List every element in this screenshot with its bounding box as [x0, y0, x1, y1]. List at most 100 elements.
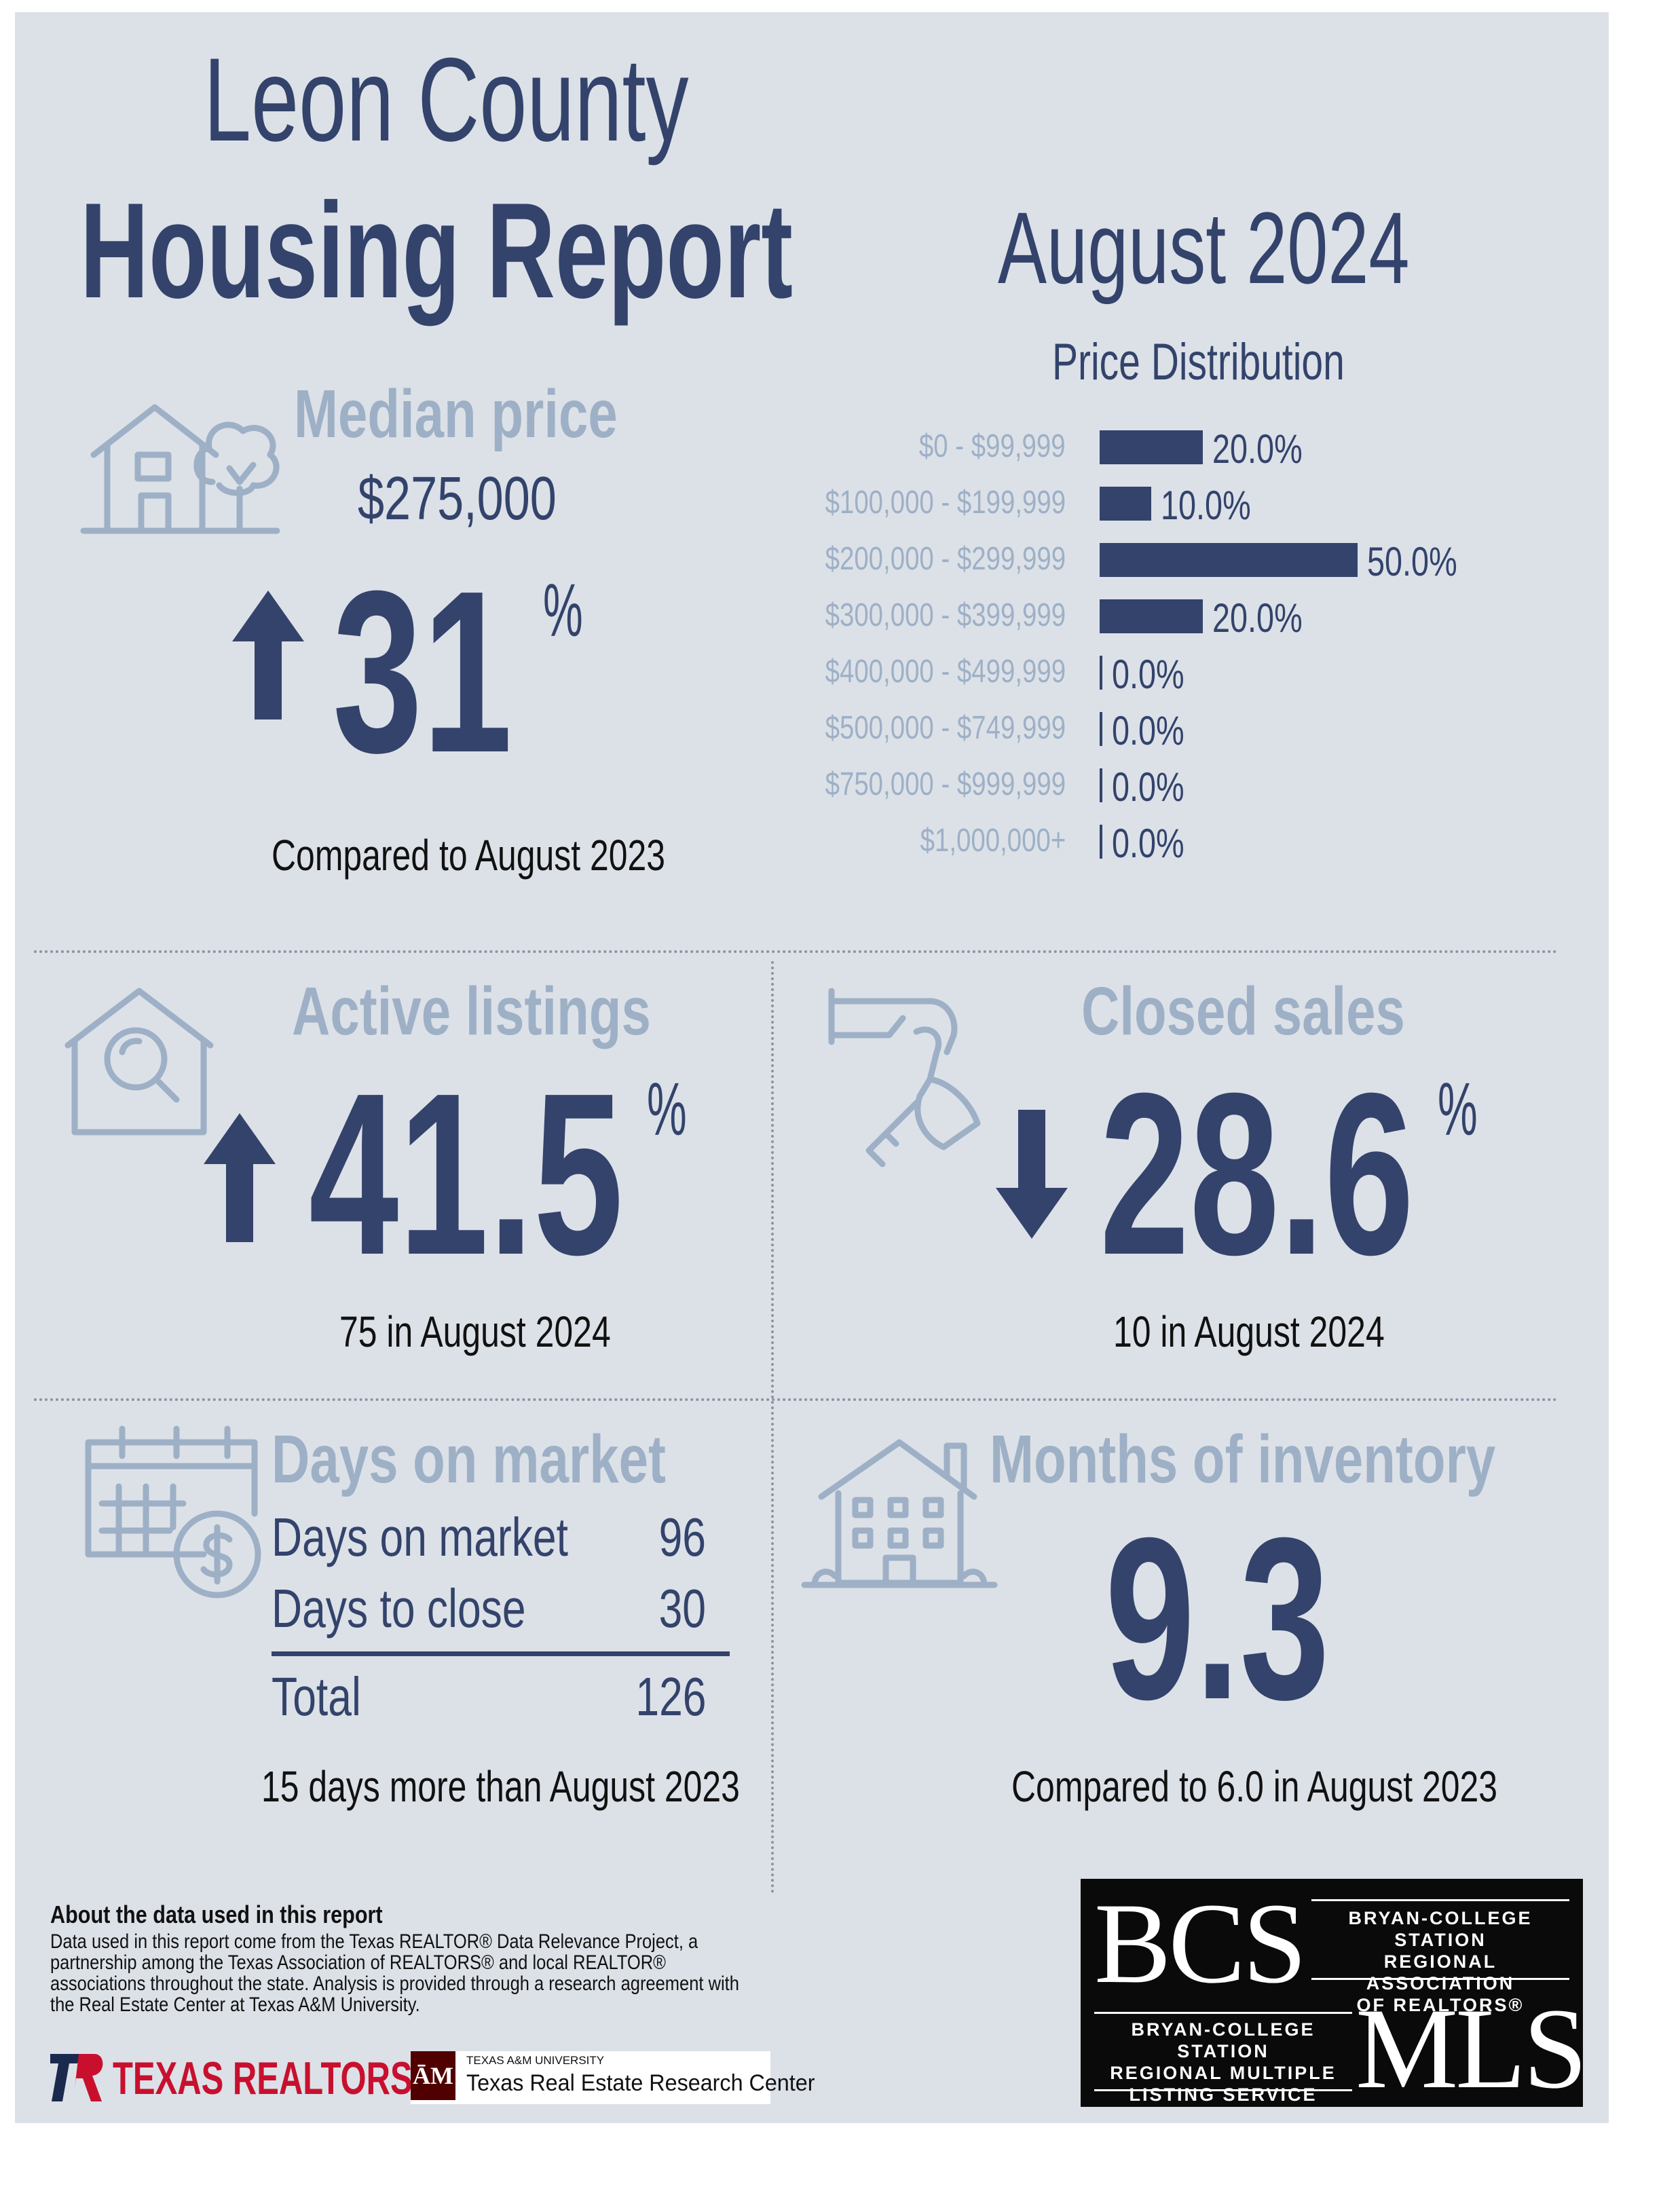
report-month: August 2024 [998, 191, 1410, 305]
price-distribution-value: 0.0% [1112, 708, 1184, 753]
active-listings-caption: 75 in August 2024 [339, 1307, 611, 1356]
price-distribution-row: $300,000 - $399,999 20.0% [787, 595, 1466, 641]
price-distribution-row: $750,000 - $999,999 0.0% [787, 764, 1466, 810]
dom-row-days-to-close: Days to close 30 [272, 1582, 706, 1649]
divider-vertical [771, 961, 774, 1894]
price-range-label: $100,000 - $199,999 [825, 485, 1066, 521]
tamu-center-text: Texas Real Estate Research Center [466, 2070, 815, 2096]
tamu-logo: ĀM TEXAS A&M UNIVERSITY Texas Real Estat… [411, 2051, 815, 2104]
price-range-label: $300,000 - $399,999 [825, 597, 1066, 633]
price-distribution-value: 50.0% [1367, 539, 1457, 584]
days-on-market-caption: 15 days more than August 2023 [261, 1762, 740, 1811]
price-distribution-value: 0.0% [1112, 821, 1184, 866]
price-distribution-bar [1100, 543, 1358, 577]
dom-row-total: Total 126 [272, 1670, 706, 1738]
active-listings-percent: % [647, 1068, 687, 1151]
price-distribution-bar [1100, 768, 1102, 802]
bcs-association-text: BRYAN-COLLEGE STATION REGIONAL ASSOCIATI… [1311, 1907, 1569, 2016]
price-distribution-heading: Price Distribution [1052, 333, 1345, 391]
bcs-rule-bottom [1311, 1978, 1569, 1980]
mls-service-line: LISTING SERVICE [1129, 2084, 1318, 2105]
dom-row-value: 96 [658, 1507, 706, 1567]
mls-rule-bottom [1094, 2089, 1352, 2091]
mls-service-line: REGIONAL MULTIPLE [1110, 2063, 1337, 2083]
closed-sales-change: 28.6 [1100, 1045, 1415, 1303]
calendar-dollar-icon [85, 1425, 261, 1598]
median-price-percent: % [543, 569, 583, 652]
apartment-building-icon [801, 1439, 998, 1588]
price-distribution-value: 0.0% [1112, 652, 1184, 697]
bcs-assoc-line: BRYAN-COLLEGE STATION [1348, 1908, 1533, 1950]
house-tree-icon [80, 404, 280, 534]
dom-row-days-on-market: Days on market 96 [272, 1510, 706, 1578]
price-distribution-row: $500,000 - $749,999 0.0% [787, 708, 1466, 753]
price-range-label: $200,000 - $299,999 [825, 541, 1066, 577]
median-price-value: $275,000 [358, 465, 557, 533]
about-body: Data used in this report come from the T… [50, 1930, 739, 2016]
price-distribution-bar [1100, 712, 1102, 746]
texas-realtors-text: TEXAS REALTORS [113, 2053, 413, 2104]
closed-sales-caption: 10 in August 2024 [1113, 1307, 1385, 1356]
arrow-down-icon [996, 1110, 1068, 1239]
title-report: Housing Report [80, 175, 793, 326]
bcs-assoc-line: REGIONAL ASSOCIATION [1366, 1951, 1515, 1994]
tamu-university-text: TEXAS A&M UNIVERSITY [466, 2054, 605, 2067]
title-county: Leon County [204, 34, 689, 166]
price-distribution-value: 20.0% [1212, 595, 1303, 641]
price-distribution-row: $0 - $99,999 20.0% [787, 426, 1466, 472]
texas-realtors-mark-icon [50, 2054, 103, 2101]
dom-row-label: Days to close [272, 1578, 526, 1639]
price-range-label: $0 - $99,999 [919, 428, 1066, 464]
dom-total-value: 126 [635, 1666, 706, 1727]
price-distribution-value: 20.0% [1212, 426, 1303, 472]
months-inventory-value: 9.3 [1105, 1490, 1330, 1748]
price-distribution-row: $200,000 - $299,999 50.0% [787, 539, 1466, 584]
price-range-label: $400,000 - $499,999 [825, 654, 1066, 690]
hand-key-icon [828, 988, 981, 1167]
divider-top [34, 950, 1558, 953]
days-on-market-heading: Days on market [272, 1421, 666, 1497]
arrow-up-icon [232, 591, 304, 719]
mls-text: MLS [1356, 1985, 1588, 2112]
house-search-icon [64, 988, 214, 1136]
dom-total-label: Total [272, 1666, 361, 1727]
dom-row-value: 30 [658, 1578, 706, 1639]
price-distribution-bar [1100, 430, 1203, 464]
price-distribution-row: $1,000,000+ 0.0% [787, 821, 1466, 866]
price-distribution-row: $100,000 - $199,999 10.0% [787, 483, 1466, 528]
months-inventory-caption: Compared to 6.0 in August 2023 [1011, 1762, 1498, 1811]
active-listings-change: 41.5 [309, 1045, 624, 1303]
median-price-caption: Compared to August 2023 [272, 831, 666, 880]
closed-sales-percent: % [1438, 1068, 1478, 1151]
dom-total-rule [272, 1651, 730, 1656]
dom-row-label: Days on market [272, 1507, 568, 1567]
arrow-up-icon [204, 1113, 276, 1242]
active-listings-heading: Active listings [292, 973, 651, 1049]
mls-rule-top [1094, 2012, 1352, 2014]
bcs-text: BCS [1094, 1879, 1307, 2007]
price-range-label: $750,000 - $999,999 [825, 766, 1066, 802]
months-inventory-heading: Months of inventory [990, 1421, 1496, 1497]
mls-service-text: BRYAN-COLLEGE STATION REGIONAL MULTIPLE … [1094, 2019, 1352, 2106]
bcs-assoc-line: OF REALTORS® [1356, 1995, 1525, 2015]
tamu-mark-icon: ĀM [411, 2051, 455, 2100]
price-distribution-bar [1100, 599, 1203, 633]
median-price-change: 31 [333, 543, 512, 801]
price-distribution-bar [1100, 656, 1102, 690]
price-range-label: $1,000,000+ [920, 823, 1066, 859]
median-price-heading: Median price [294, 376, 618, 452]
price-distribution-value: 0.0% [1112, 764, 1184, 810]
texas-realtors-logo: TEXAS REALTORS [50, 2051, 413, 2106]
bcs-rule-top [1311, 1899, 1569, 1901]
bcs-mls-logo: BCS BRYAN-COLLEGE STATION REGIONAL ASSOC… [1081, 1879, 1588, 2112]
closed-sales-heading: Closed sales [1081, 973, 1405, 1049]
price-distribution-row: $400,000 - $499,999 0.0% [787, 652, 1466, 697]
price-distribution-bar [1100, 825, 1102, 859]
report-panel [15, 12, 1609, 2123]
price-range-label: $500,000 - $749,999 [825, 710, 1066, 746]
about-heading: About the data used in this report [50, 1901, 383, 1928]
price-distribution-value: 10.0% [1161, 483, 1251, 528]
price-distribution-bar [1100, 487, 1151, 521]
divider-middle [34, 1398, 1558, 1401]
mls-service-line: BRYAN-COLLEGE STATION [1131, 2019, 1315, 2061]
